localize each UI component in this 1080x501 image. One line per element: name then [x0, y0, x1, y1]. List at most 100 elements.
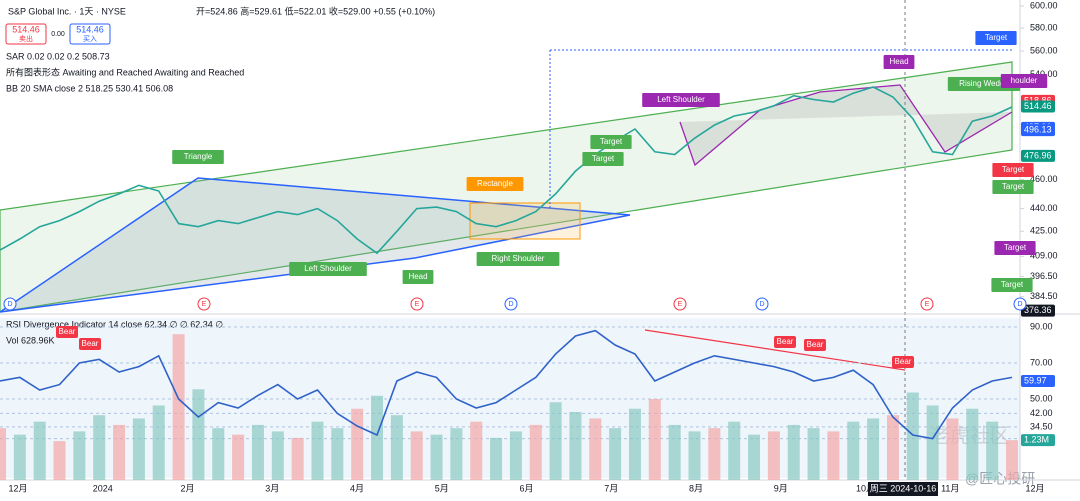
value-tag-label: 59.97 — [1024, 375, 1047, 385]
volume-bar — [371, 395, 384, 480]
x-tick-label: 3月 — [265, 483, 279, 493]
volume-bar — [986, 421, 999, 480]
y-tick-label: 460.00 — [1030, 174, 1058, 184]
y-tick-label: 600.00 — [1030, 0, 1058, 10]
pattern-label: Target — [985, 33, 1008, 42]
pattern-label: Target — [592, 154, 615, 163]
pattern-label-bg — [992, 163, 1034, 177]
volume-bar — [53, 441, 66, 480]
price-tag-label: 496.13 — [1024, 125, 1052, 135]
pattern-label: Left Shoulder — [304, 264, 352, 273]
buy-button[interactable] — [69, 23, 111, 45]
y2-tick-label: 50.00 — [1030, 393, 1053, 403]
volume-bar — [589, 418, 602, 480]
volume-bar — [906, 392, 919, 480]
bb: BB 20 SMA close 2 518.25 530.41 506.08 — [6, 83, 173, 93]
buy-price: 514.46 — [76, 24, 104, 34]
triangle — [0, 177, 631, 313]
volume-bar — [867, 418, 880, 480]
pattern-label-bg — [975, 31, 1017, 45]
value-tag — [1021, 434, 1055, 447]
date-marker: 周三 2024-10-16 — [870, 483, 937, 493]
y-tick-label: 396.50 — [1030, 271, 1058, 281]
pattern-label-bg — [476, 252, 560, 266]
price-tag-label: 476.96 — [1024, 150, 1052, 160]
date-marker-bg — [868, 482, 938, 496]
pattern-label-bg — [172, 150, 224, 164]
volume-bar — [113, 424, 126, 480]
pattern-label: Rectangle — [477, 179, 514, 188]
series-line — [0, 86, 1013, 255]
y-tick-label: 384.50 — [1030, 291, 1058, 301]
volume-bar — [569, 411, 582, 480]
x-tick-label: 8月 — [689, 483, 703, 493]
volume-bar — [0, 428, 6, 480]
volume-bar — [430, 434, 443, 480]
volume-bar — [192, 389, 205, 480]
volume-bar — [946, 418, 959, 480]
volume-bar — [549, 402, 562, 480]
pattern-label: Target — [1002, 182, 1025, 191]
bear-label: Bear — [895, 357, 912, 366]
pattern-label: Rising Wedge — [959, 79, 1009, 88]
volume-bar — [628, 408, 641, 480]
pattern-label: Head — [889, 57, 908, 66]
volume-bar — [271, 431, 284, 480]
event-label: E — [202, 301, 207, 308]
event-label: E — [925, 301, 930, 308]
volume-bar — [767, 431, 780, 480]
hs-pattern — [679, 84, 1013, 167]
volume-bar — [926, 405, 939, 480]
volume-bar — [827, 431, 840, 480]
x-tick-label: 6月 — [519, 483, 533, 493]
pattern-label: houlder — [1011, 76, 1038, 85]
event-marker — [197, 297, 211, 311]
event-marker — [410, 297, 424, 311]
volume-bar — [509, 431, 522, 480]
x-tick-label: 2月 — [180, 483, 194, 493]
x-tick-label: 12月 — [1025, 483, 1044, 493]
sell-button[interactable] — [5, 23, 47, 45]
event-label: E — [678, 301, 683, 308]
sell-label: 卖出 — [19, 34, 33, 43]
volume-bar — [470, 421, 483, 480]
x-tick-label: 4月 — [350, 483, 364, 493]
x-tick-label: 7月 — [604, 483, 618, 493]
volume-bar — [291, 437, 304, 480]
y-tick-label: 580.00 — [1030, 22, 1058, 32]
sar: SAR 0.02 0.02 0.2 508.73 — [6, 51, 110, 61]
volume-bar — [886, 415, 899, 480]
x-tick-label: 11月 — [941, 483, 959, 493]
price-tag-label: 376.36 — [1024, 305, 1052, 315]
pattern-label-bg — [992, 180, 1034, 194]
volume-bar — [232, 434, 245, 480]
price-tag-label: 518.86 — [1024, 95, 1052, 105]
y2-tick-label: 34.50 — [1030, 421, 1053, 431]
volume-bar — [529, 424, 542, 480]
event-label: D — [759, 301, 764, 308]
x-tick-label: 12月 — [8, 483, 27, 493]
pattern-label-bg — [883, 55, 915, 69]
event-marker — [504, 297, 518, 311]
y-tick-label: 440.00 — [1030, 203, 1058, 213]
volume-bar — [152, 405, 165, 480]
symbol: S&P Global Inc. · 1天 · NYSE — [8, 6, 126, 16]
volume-bar — [490, 437, 503, 480]
bear-label: Bear — [82, 339, 99, 348]
y2-tick-label: 70.00 — [1030, 357, 1053, 367]
event-marker — [755, 297, 769, 311]
y-tick-label: 425.00 — [1030, 226, 1058, 236]
event-label: E — [415, 301, 420, 308]
volume-bar — [172, 334, 185, 480]
pattern-label: Right Shoulder — [492, 254, 545, 263]
volume-bar — [13, 434, 26, 480]
volume-bar — [807, 428, 820, 480]
bear-label: Bear — [807, 340, 824, 349]
pattern-label-bg — [289, 262, 367, 276]
volume-bar — [688, 431, 701, 480]
bear-label-bg — [892, 356, 914, 368]
pattern-label-bg — [402, 270, 434, 284]
x-tick-label: 5月 — [435, 483, 449, 493]
y-tick-label: 560.00 — [1030, 45, 1058, 55]
